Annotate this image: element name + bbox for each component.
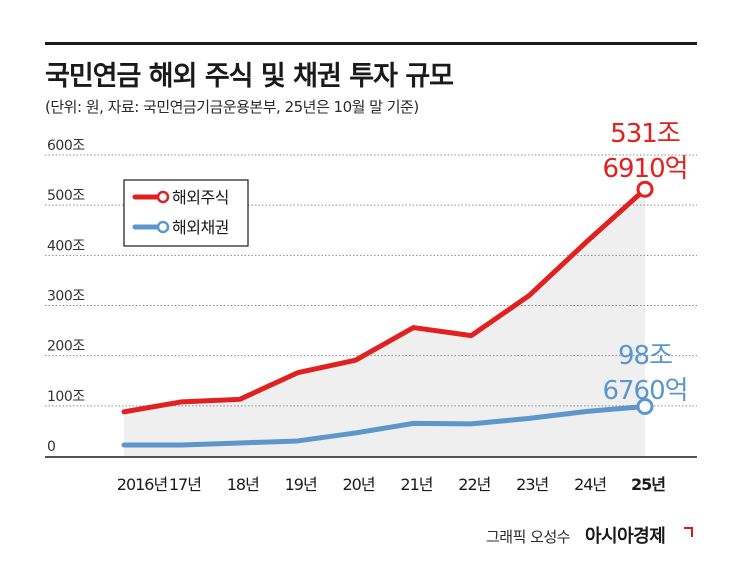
x-tick-label: 23년 (516, 475, 548, 494)
brand-mark-icon (684, 527, 693, 537)
x-tick-label: 22년 (458, 475, 490, 494)
bonds-end-label: 6760억 (602, 376, 687, 406)
y-tick-label: 300조 (47, 289, 85, 305)
x-tick-label: 2016년 (117, 475, 168, 494)
stocks-end-point (636, 180, 654, 198)
chart-title: 국민연금 해외 주식 및 채권 투자 규모 (45, 61, 454, 92)
legend-marker-stocks (156, 190, 170, 204)
bonds-end-label: 98조 (618, 341, 672, 371)
legend-marker-bonds (156, 220, 170, 234)
y-tick-label: 0 (47, 439, 55, 455)
top-rule (45, 42, 697, 45)
x-tick-label: 19년 (285, 475, 317, 494)
series-line-bonds (121, 403, 648, 448)
legend-box (123, 179, 249, 247)
stocks-area (124, 189, 645, 456)
brand-logo: 아시아경제 (585, 526, 666, 547)
y-tick-label: 400조 (47, 238, 85, 254)
chart-subtitle: (단위: 원, 자료: 국민연금기금운용본부, 25년은 10월 말 기준) (45, 98, 419, 116)
x-tick-label: 20년 (343, 475, 375, 494)
x-tick-label: 25년 (631, 475, 665, 494)
stocks-end-label: 531조 (610, 119, 680, 149)
stocks-end-label: 6910억 (602, 154, 687, 184)
y-tick-label: 600조 (47, 138, 85, 154)
x-tick-label: 24년 (574, 475, 606, 494)
series-line-stocks (121, 186, 648, 415)
y-tick-label: 500조 (47, 188, 85, 204)
legend-label-stocks: 해외주식 (172, 188, 229, 207)
x-tick-label: 18년 (227, 475, 259, 494)
graphic-credit: 그래픽 오성수 (486, 528, 571, 546)
x-tick-label: 21년 (400, 475, 432, 494)
y-tick-label: 100조 (47, 389, 85, 405)
bonds-end-point (636, 397, 654, 415)
legend-label-bonds: 해외채권 (172, 218, 229, 237)
y-tick-label: 200조 (47, 339, 85, 355)
x-tick-label: 17년 (169, 475, 201, 494)
